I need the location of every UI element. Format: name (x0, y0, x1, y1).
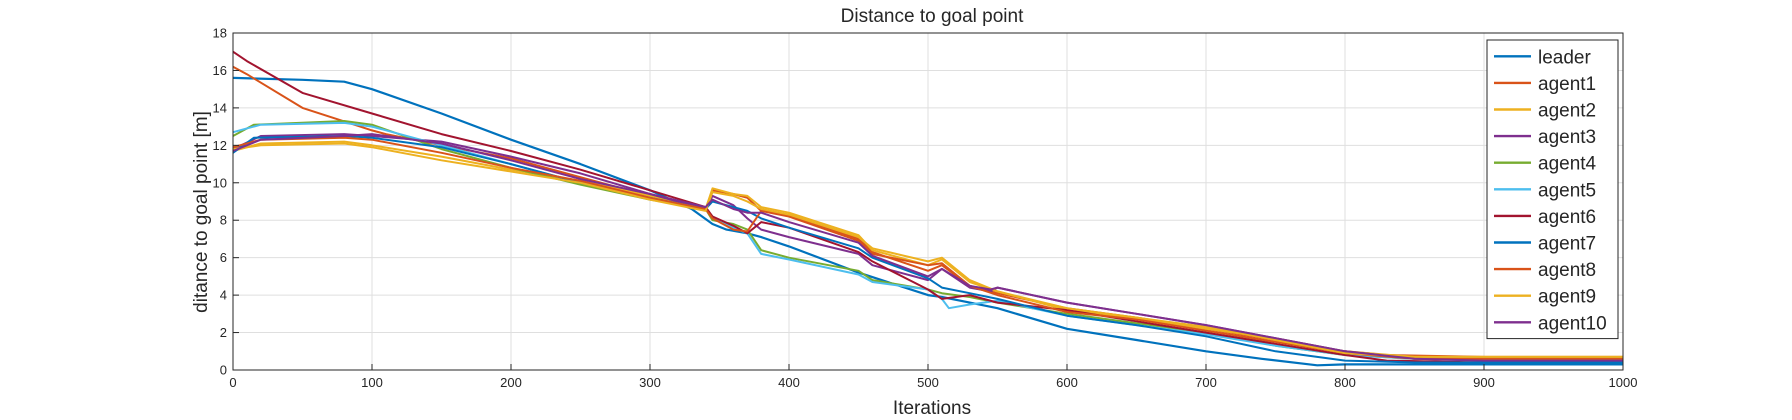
legend-label-agent9: agent9 (1538, 287, 1596, 308)
y-tick-label: 18 (213, 26, 227, 41)
y-tick-label: 16 (213, 63, 227, 78)
legend-label-agent5: agent5 (1538, 180, 1596, 201)
x-tick-label: 100 (361, 375, 383, 390)
x-axis-ticks: 0 100 200 300 400 500 600 700 800 900 1000 (229, 364, 1637, 390)
x-tick-label: 200 (500, 375, 522, 390)
x-tick-label: 800 (1334, 375, 1356, 390)
legend-label-agent7: agent7 (1538, 234, 1596, 255)
grid-lines (232, 32, 1624, 371)
y-tick-label: 2 (220, 325, 227, 340)
x-axis-title: Iterations (893, 398, 971, 419)
x-tick-label: 700 (1195, 375, 1217, 390)
series-line-agent10 (232, 133, 1623, 362)
x-tick-label: 300 (639, 375, 661, 390)
x-tick-label: 500 (917, 375, 939, 390)
chart-title: Distance to goal point (841, 6, 1024, 27)
y-tick-label: 14 (213, 100, 227, 115)
series-line-agent7 (232, 135, 1623, 364)
legend-label-agent4: agent4 (1538, 154, 1597, 175)
x-tick-label: 0 (229, 375, 236, 390)
x-tick-label: 400 (778, 375, 800, 390)
y-tick-label: 10 (213, 175, 227, 190)
y-tick-label: 8 (220, 213, 227, 228)
legend-label-agent3: agent3 (1538, 127, 1596, 148)
y-tick-label: 12 (213, 138, 227, 153)
legend-label-agent6: agent6 (1538, 207, 1596, 228)
legend-label-agent8: agent8 (1538, 260, 1596, 281)
series-line-agent8 (232, 136, 1623, 360)
y-axis-ticks: 0 2 4 6 8 10 12 14 16 18 (213, 26, 239, 378)
legend-label-agent1: agent1 (1538, 74, 1596, 95)
series-line-leader (232, 76, 1623, 367)
x-tick-label: 1000 (1609, 375, 1638, 390)
legend-label-agent10: agent10 (1538, 313, 1607, 334)
legend-label-leader: leader (1538, 47, 1591, 68)
x-tick-label: 900 (1473, 375, 1495, 390)
y-tick-label: 6 (220, 250, 227, 265)
series-line-agent9 (232, 142, 1623, 358)
series-lines (232, 50, 1623, 367)
series-line-agent6 (232, 50, 1623, 364)
legend-label-agent2: agent2 (1538, 101, 1596, 122)
y-tick-label: 0 (220, 363, 227, 378)
legend: leader agent1 agent2 agent3 agent4 agent5 agen… (1486, 39, 1619, 340)
y-tick-label: 4 (220, 288, 227, 303)
x-tick-label: 600 (1056, 375, 1078, 390)
y-axis-title: ditance to goal point [m] (191, 111, 212, 313)
